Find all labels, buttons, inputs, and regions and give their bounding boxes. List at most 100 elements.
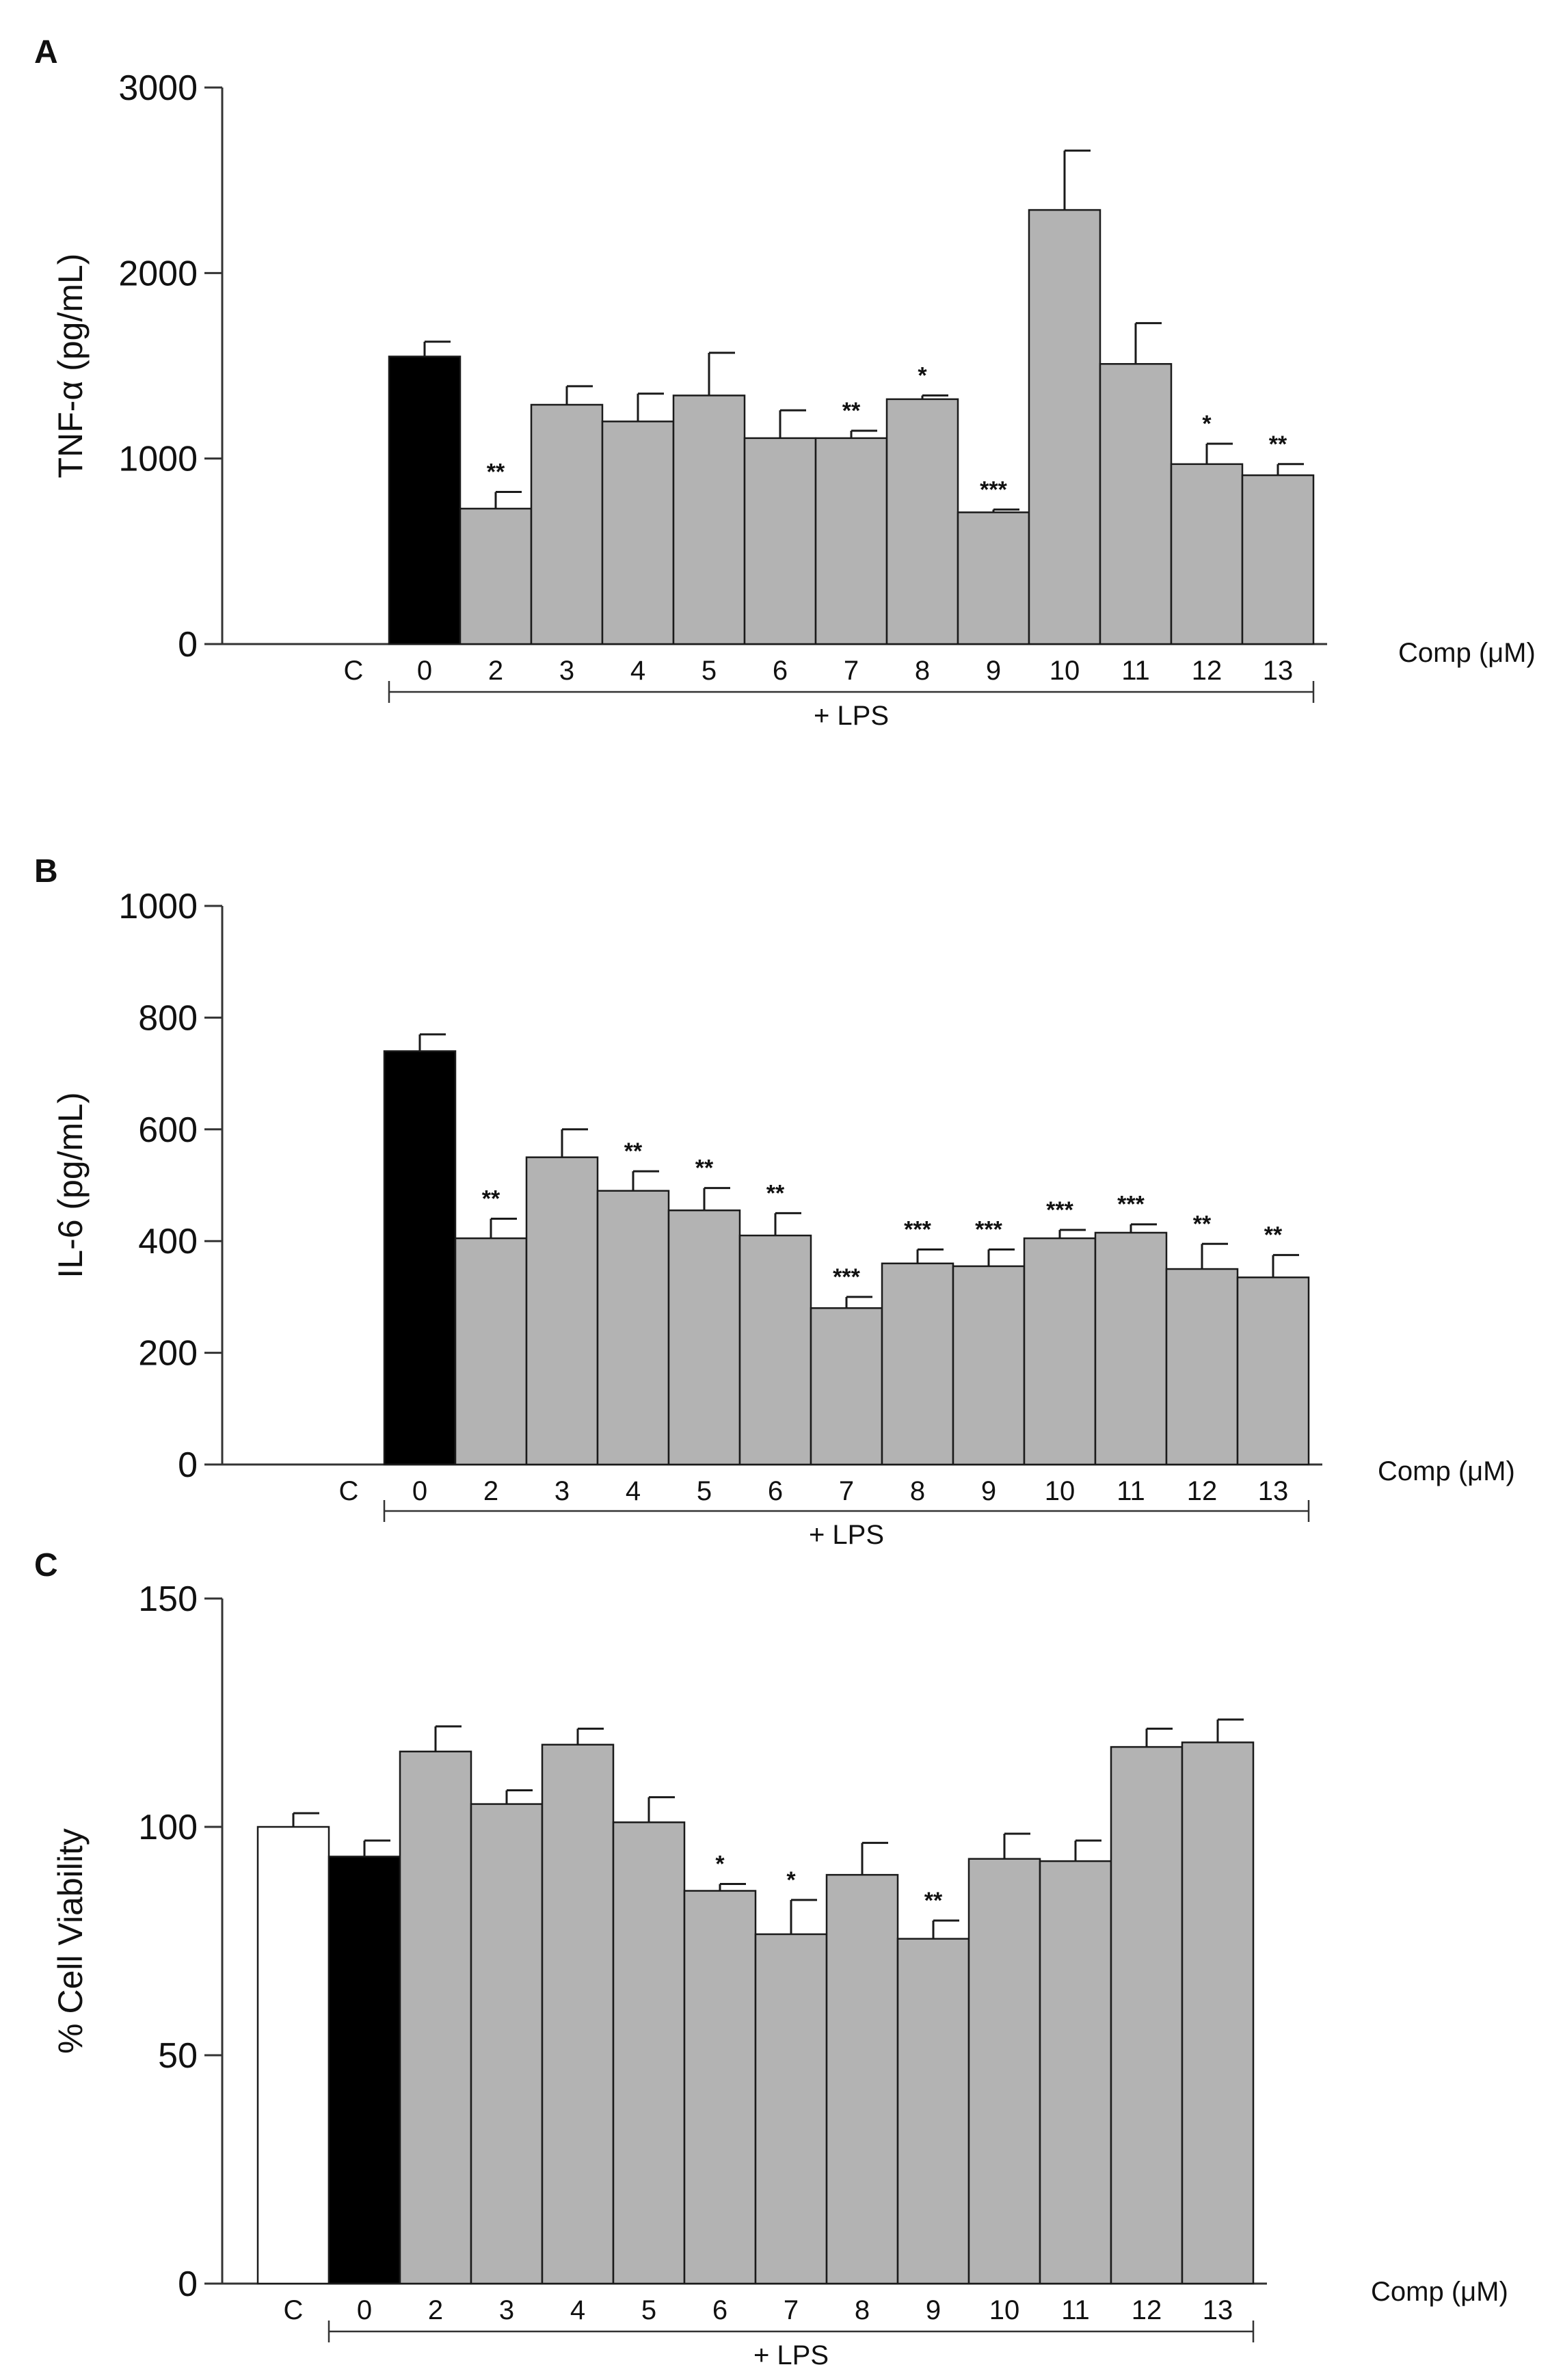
panel-B-bar [952, 1265, 1026, 1466]
panel-A-y-tick-label: 2000 [118, 254, 198, 293]
panel-A-significance-label: * [1202, 411, 1212, 437]
panel-B-bar [525, 1156, 599, 1466]
panel-C-category-label: 7 [784, 2295, 799, 2325]
panel-C-bar [612, 1821, 686, 2285]
panel-A-category-label: 2 [488, 656, 503, 686]
panel-B-category-label: 12 [1187, 1476, 1218, 1506]
panel-A-category-label: 6 [773, 656, 788, 686]
panel-B-significance-label: ** [1193, 1211, 1212, 1237]
panel-B-category-label: 8 [910, 1476, 925, 1506]
panel-B-letter: B [34, 853, 58, 890]
panel-B-y-tick-label: 0 [178, 1445, 198, 1485]
panel-B-significance-label: *** [833, 1264, 860, 1290]
panel-C-category-label: 13 [1203, 2295, 1233, 2325]
panel-B-category-label: 10 [1045, 1476, 1076, 1506]
panel-C-category-label: 6 [712, 2295, 727, 2325]
panel-B-bar [1023, 1237, 1097, 1466]
panel-B-significance-label: *** [1046, 1197, 1073, 1223]
panel-A-category-label: 8 [915, 656, 930, 686]
panel-B-y-tick-label: 400 [138, 1222, 198, 1261]
panel-A-bar [530, 403, 604, 645]
panel-C-category-label: 10 [989, 2295, 1020, 2325]
panel-C-significance-label: * [715, 1851, 725, 1877]
panel-B-category-label: 2 [483, 1476, 498, 1506]
panel-C-y-axis-label: % Cell Viability [51, 1828, 90, 2054]
panel-A-y-tick-label: 1000 [118, 440, 198, 479]
panel-C-bar [399, 1750, 472, 2285]
panel-A-group-label: + LPS [814, 701, 889, 731]
panel-B-bar [1094, 1231, 1168, 1466]
panel-C-category-label: 5 [641, 2295, 656, 2325]
panel-B-significance-label: ** [482, 1186, 500, 1212]
panel-A-category-label: C [344, 656, 364, 686]
panel-C-bar [328, 1856, 401, 2285]
panel-A-bar [601, 420, 675, 645]
panel-B-bar [738, 1234, 812, 1466]
panel-C-category-label: 4 [570, 2295, 585, 2325]
panel-B-significance-label: *** [1117, 1192, 1145, 1218]
panel-A-bar [957, 511, 1030, 645]
panel-B-category-label: 6 [768, 1476, 783, 1506]
panel-B-significance-label: ** [624, 1138, 643, 1164]
panel-B-category-label: 11 [1117, 1476, 1145, 1506]
panel-C-category-label: C [284, 2295, 304, 2325]
panel-C-bar [1110, 1746, 1184, 2285]
panel-A-category-label: 5 [702, 656, 717, 686]
panel-B-category-label: 4 [626, 1476, 641, 1506]
panel-B-y-tick-label: 1000 [118, 887, 198, 926]
panel-A-category-label: 12 [1192, 656, 1223, 686]
panel-C-y-tick-label: 0 [178, 2264, 198, 2304]
panel-C-bar [896, 1938, 970, 2285]
panel-B-category-label: C [339, 1476, 359, 1506]
panel-C-bar [541, 1743, 615, 2285]
panel-C-bar [825, 1873, 899, 2285]
panel-B-bar [881, 1262, 954, 1466]
panel-A-category-label: 13 [1263, 656, 1294, 686]
panel-C-bar [1039, 1860, 1112, 2285]
panel-B-category-label: 5 [697, 1476, 712, 1506]
panel-A-bar [1241, 474, 1315, 645]
panel-B-significance-label: ** [695, 1155, 714, 1181]
panel-A-category-label: 3 [559, 656, 574, 686]
panel-C-bar [470, 1803, 544, 2285]
panel-C-category-label: 2 [428, 2295, 443, 2325]
panel-B-significance-label: *** [904, 1216, 931, 1242]
panel-A-bar [885, 398, 959, 645]
panel-A-category-label: 9 [986, 656, 1001, 686]
panel-B-y-axis-label: IL-6 (pg/mL) [51, 1092, 90, 1278]
panel-C-significance-label: ** [924, 1888, 943, 1914]
panel-B-y-tick-label: 200 [138, 1334, 198, 1374]
panel-C-category-label: 12 [1132, 2295, 1162, 2325]
panel-B-y-tick-label: 600 [138, 1110, 198, 1150]
panel-B-x-axis-label: Comp (μM) [1378, 1456, 1515, 1486]
panel-B-category-label: 13 [1258, 1476, 1289, 1506]
panel-A-bar [1028, 209, 1101, 645]
panel-A-bar [1099, 363, 1173, 645]
panel-B-bar [1165, 1268, 1239, 1466]
panel-B-bar [596, 1190, 670, 1466]
panel-A-category-label: 0 [417, 656, 432, 686]
panel-C-category-label: 8 [855, 2295, 870, 2325]
panel-B-bar [454, 1237, 528, 1466]
panel-B-significance-label: ** [766, 1180, 785, 1206]
panel-C-y-tick-label: 50 [158, 2036, 198, 2076]
panel-A-bar [672, 395, 746, 645]
panel-A-category-label: 10 [1050, 656, 1080, 686]
panel-B-significance-label: ** [1264, 1222, 1283, 1248]
panel-A-y-tick-label: 3000 [118, 68, 198, 108]
panel-A-y-axis-label: TNF-α (pg/mL) [51, 254, 90, 479]
panel-A-significance-label: * [918, 362, 927, 388]
panel-A-bar [388, 356, 462, 645]
panel-C-category-label: 9 [926, 2295, 941, 2325]
panel-A-bar [459, 507, 533, 645]
panel-A-bar [1170, 463, 1244, 645]
panel-C-category-label: 3 [499, 2295, 514, 2325]
panel-A-category-label: 4 [630, 656, 645, 686]
panel-A-x-axis-label: Comp (μM) [1398, 638, 1536, 668]
panel-C-letter: C [34, 1547, 58, 1583]
panel-B-bar [810, 1307, 883, 1466]
panel-C-chart: 0 50 100 150 % Cell Viability C 0 2 3 4 5 6 * 7 * 8 9 ** 1… [51, 1579, 1508, 2370]
panel-C-bar [754, 1933, 828, 2285]
panel-C-x-axis-label: Comp (μM) [1371, 2277, 1508, 2307]
